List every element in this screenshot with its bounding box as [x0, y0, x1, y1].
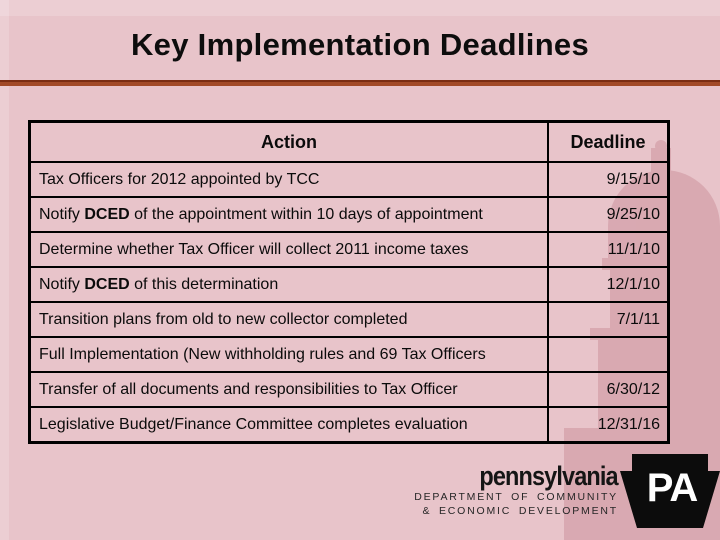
column-header-deadline: Deadline: [547, 120, 670, 163]
slide-title: Key Implementation Deadlines: [130, 27, 590, 62]
keystone-pa-text: PA: [647, 466, 698, 510]
table-row: Transition plans from old to new collect…: [28, 301, 670, 338]
deadline-cell: 7/1/11: [547, 301, 670, 338]
table-row: Determine whether Tax Officer will colle…: [28, 231, 670, 268]
table-row: Notify DCED of the appointment within 10…: [28, 196, 670, 233]
deadline-cell: 11/1/10: [547, 231, 670, 268]
table-row: Legislative Budget/Finance Committee com…: [28, 406, 670, 444]
column-header-action: Action: [28, 120, 549, 163]
logo-brand-wordmark: pennsylvania: [479, 461, 619, 491]
deadline-cell: 12/31/16: [547, 406, 670, 444]
action-cell: Legislative Budget/Finance Committee com…: [28, 406, 549, 444]
logo-dept-line1: DEPARTMENT OF COMMUNITY: [414, 491, 618, 503]
table-row: Notify DCED of this determination 12/1/10: [28, 266, 670, 303]
slide-top-edge: [0, 0, 720, 16]
logo-dept-line2: & ECONOMIC DEVELOPMENT: [422, 505, 618, 517]
deadline-cell: [547, 336, 670, 373]
table-header-row: Action Deadline: [28, 120, 670, 163]
action-cell: Notify DCED of the appointment within 10…: [28, 196, 549, 233]
deadlines-table: Action Deadline Tax Officers for 2012 ap…: [28, 120, 670, 444]
table-row: Tax Officers for 2012 appointed by TCC 9/…: [28, 161, 670, 198]
action-cell: Determine whether Tax Officer will colle…: [28, 231, 549, 268]
keystone-shape: [620, 454, 720, 528]
pa-dced-logo: pennsylvania DEPARTMENT OF COMMUNITY & E…: [414, 461, 619, 518]
deadline-cell: 9/25/10: [547, 196, 670, 233]
slide-left-edge: [0, 0, 9, 540]
action-cell: Transfer of all documents and responsibi…: [28, 371, 549, 408]
deadline-cell: 9/15/10: [547, 161, 670, 198]
action-cell: Tax Officers for 2012 appointed by TCC: [28, 161, 549, 198]
action-cell: Transition plans from old to new collect…: [28, 301, 549, 338]
deadline-cell: 6/30/12: [547, 371, 670, 408]
action-cell: Notify DCED of this determination: [28, 266, 549, 303]
title-divider-line: [0, 80, 720, 86]
keystone-icon: PA: [620, 454, 720, 528]
deadline-cell: 12/1/10: [547, 266, 670, 303]
table-row: Full Implementation (New withholding rul…: [28, 336, 670, 373]
action-cell: Full Implementation (New withholding rul…: [28, 336, 549, 373]
table-row: Transfer of all documents and responsibi…: [28, 371, 670, 408]
